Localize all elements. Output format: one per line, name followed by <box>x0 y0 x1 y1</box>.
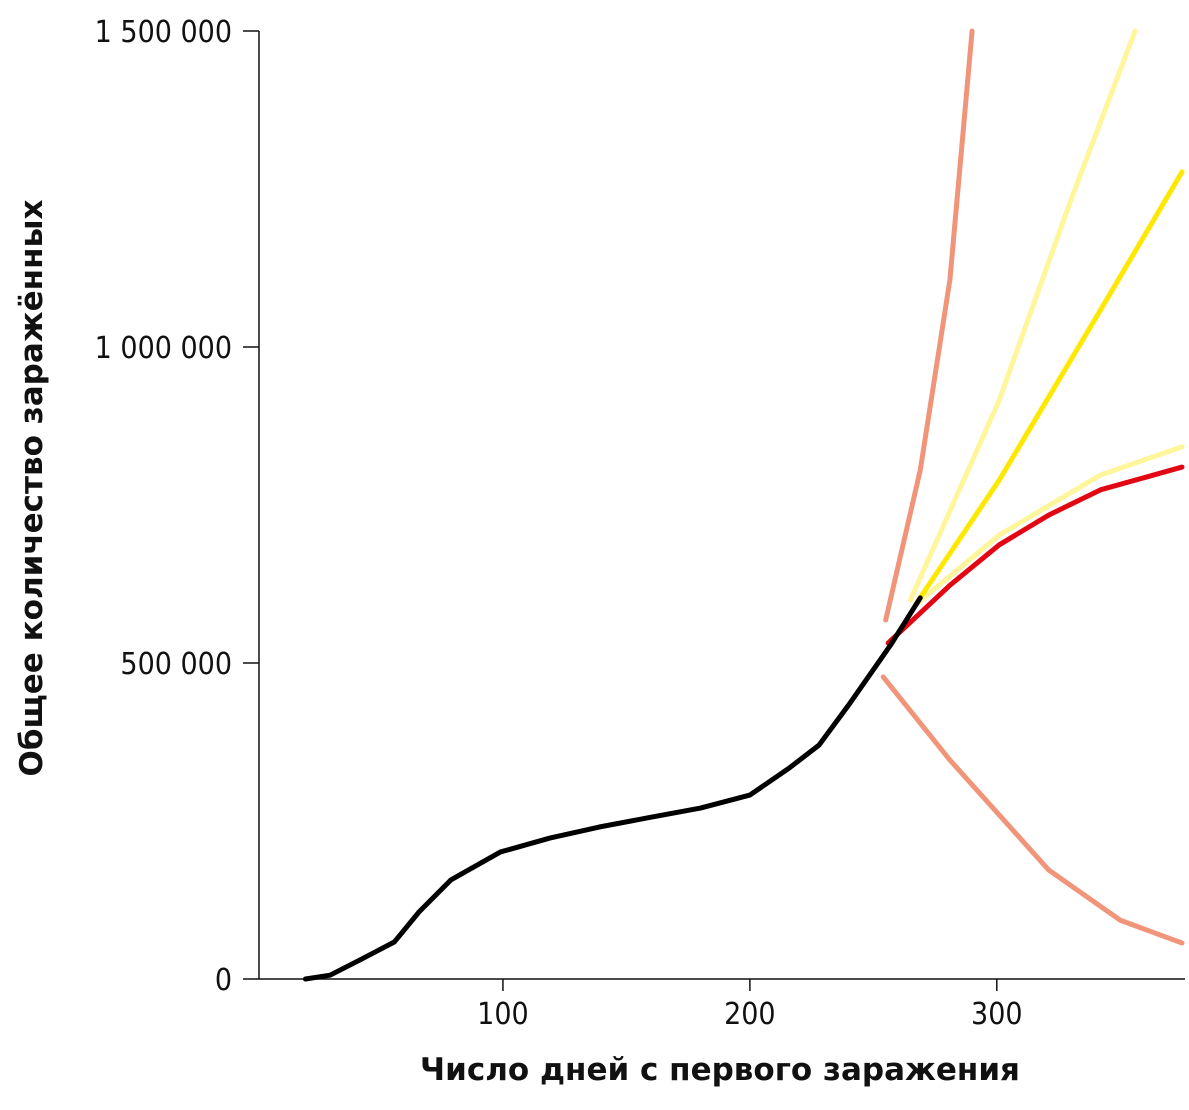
y-tick-label: 500 000 <box>120 647 232 682</box>
series-line <box>302 595 923 982</box>
x-axis-title: Число дней с первого заражения <box>420 1052 1020 1088</box>
series-line <box>885 464 1185 646</box>
y-axis-title: Общее количество заражённых <box>14 199 50 776</box>
series-line <box>912 169 1185 608</box>
series-line <box>907 28 1138 603</box>
y-tick-label: 1 500 000 <box>95 15 232 50</box>
series-line <box>880 674 1185 946</box>
x-tick-label: 200 <box>724 997 776 1032</box>
x-tick-label: 300 <box>971 997 1023 1032</box>
series-line <box>883 28 975 623</box>
y-tick-label: 1 000 000 <box>95 331 232 366</box>
x-tick-label: 100 <box>477 997 529 1032</box>
y-tick-label: 0 <box>215 963 232 998</box>
series-line <box>912 444 1185 608</box>
